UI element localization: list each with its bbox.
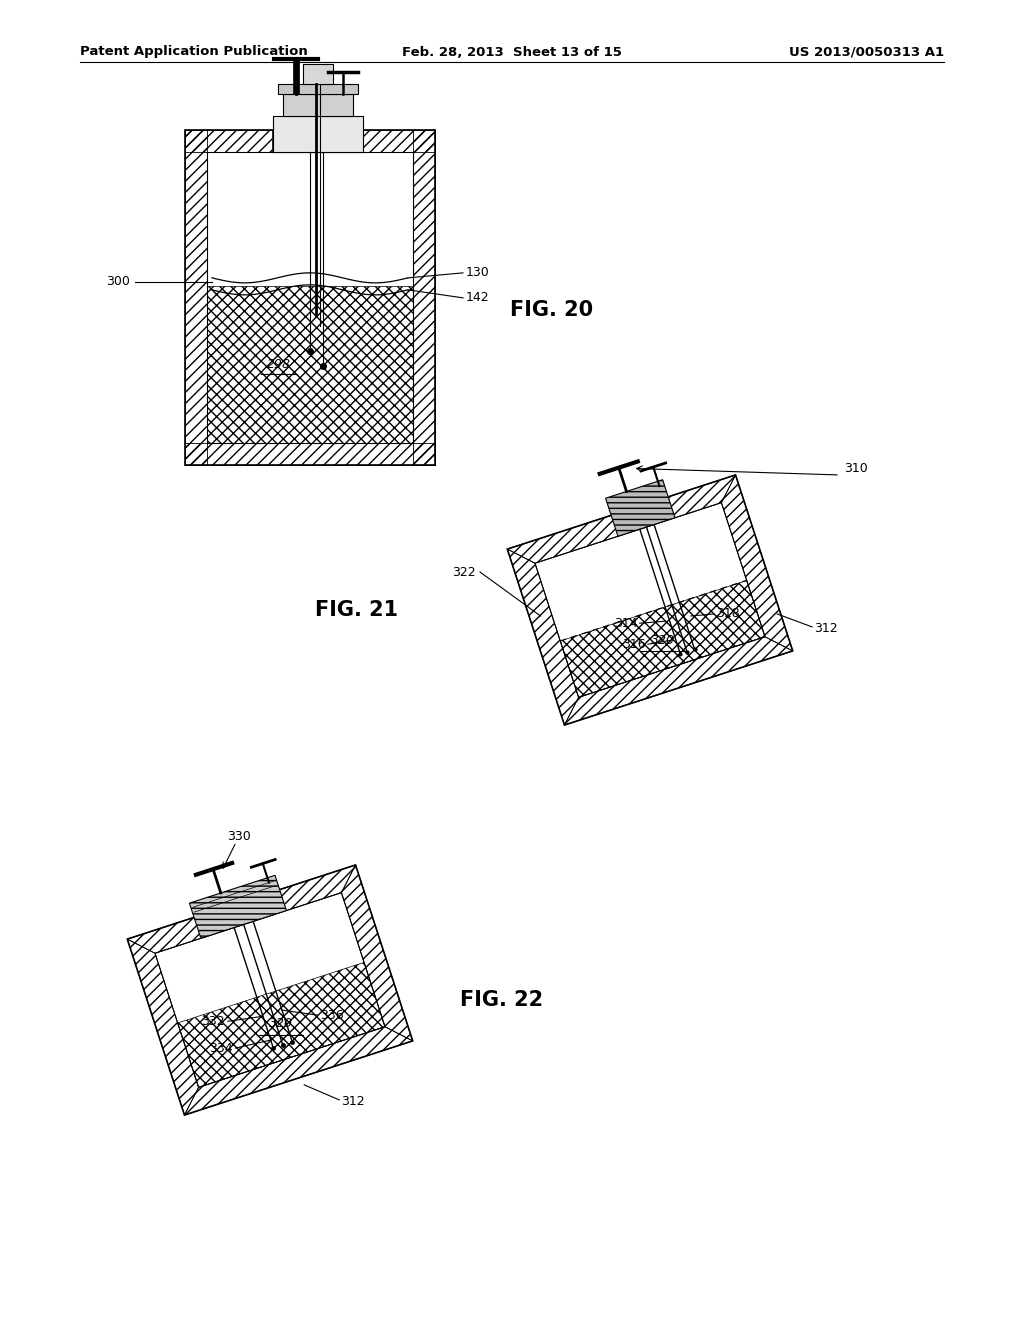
Text: 332: 332 — [202, 1015, 225, 1028]
Text: US 2013/0050313 A1: US 2013/0050313 A1 — [788, 45, 944, 58]
Text: 320: 320 — [269, 1016, 293, 1030]
Text: 334: 334 — [209, 1041, 232, 1055]
Polygon shape — [189, 875, 287, 939]
Text: 130: 130 — [466, 267, 489, 280]
Text: Patent Application Publication: Patent Application Publication — [80, 45, 308, 58]
Text: Feb. 28, 2013  Sheet 13 of 15: Feb. 28, 2013 Sheet 13 of 15 — [402, 45, 622, 58]
Bar — [283, 94, 353, 116]
Text: 310: 310 — [844, 462, 867, 474]
Text: FIG. 20: FIG. 20 — [510, 300, 593, 319]
Bar — [185, 129, 435, 465]
Text: 336: 336 — [319, 1008, 344, 1022]
Text: 312: 312 — [814, 623, 838, 635]
Text: 320: 320 — [651, 634, 675, 647]
Text: 312: 312 — [341, 1096, 365, 1109]
Text: 330: 330 — [227, 830, 251, 843]
Bar — [303, 63, 333, 84]
Text: 318: 318 — [716, 607, 739, 620]
Bar — [293, 59, 299, 94]
Text: FIG. 21: FIG. 21 — [315, 601, 398, 620]
Text: 314: 314 — [614, 616, 638, 630]
Text: 316: 316 — [623, 638, 646, 651]
Text: 322: 322 — [453, 565, 476, 578]
Polygon shape — [605, 479, 675, 536]
Text: 300: 300 — [106, 276, 130, 288]
Bar — [273, 116, 362, 152]
Bar — [278, 84, 358, 94]
Text: 142: 142 — [466, 292, 489, 305]
Bar — [207, 152, 413, 444]
Text: 298: 298 — [267, 358, 291, 371]
Text: FIG. 22: FIG. 22 — [460, 990, 543, 1010]
